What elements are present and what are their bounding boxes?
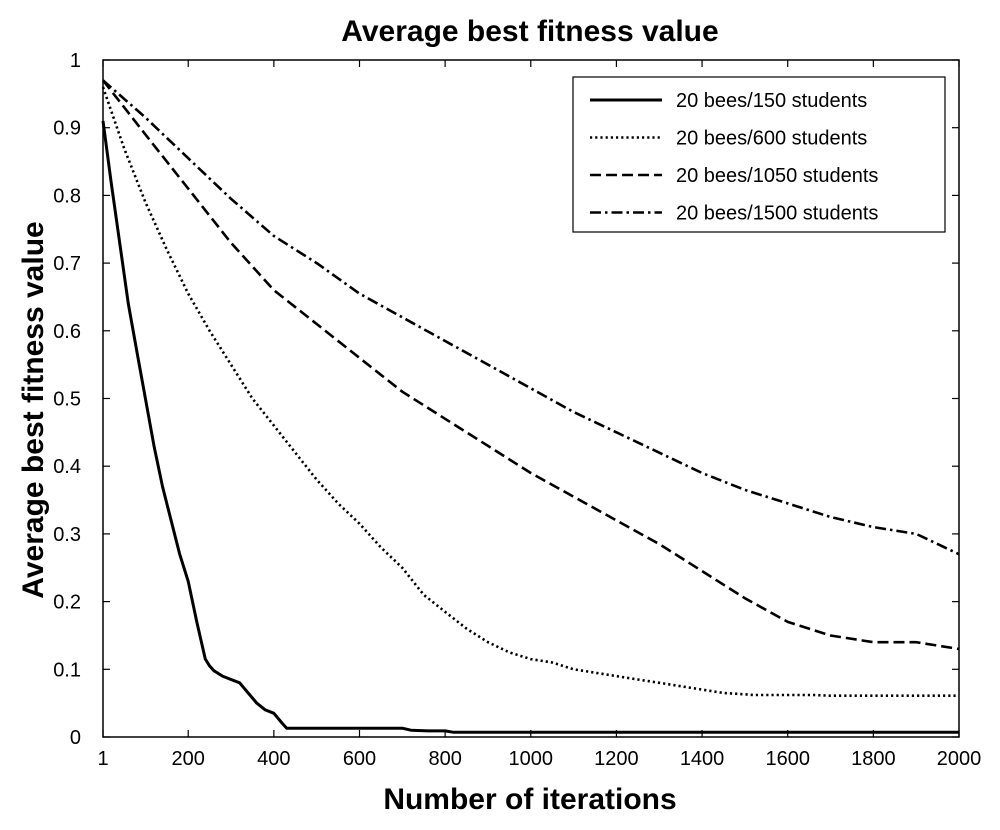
y-tick-label: 1 (70, 50, 81, 72)
y-tick-label: 0.1 (53, 659, 81, 681)
axis-ticks: 1 200 400 600 800 1000 1200 1400 1600 1800 200000.… (53, 50, 981, 770)
x-tick-label: 1800 (851, 748, 896, 770)
x-tick-label: 1 (97, 748, 108, 770)
legend-label: 20 bees/1050 students (676, 165, 878, 187)
y-tick-label: 0.7 (53, 253, 81, 275)
legend: 20 bees/150 students 20 bees/600 students… (572, 76, 946, 233)
x-tick-label: 1600 (765, 748, 810, 770)
series-line-20-bees-600-students (101, 86, 959, 698)
y-tick-label: 0.2 (53, 592, 81, 614)
y-tick-label: 0 (70, 727, 81, 749)
series-line-20-bees-150-students (101, 120, 959, 734)
y-tick-label: 0.6 (53, 321, 81, 343)
chart-title: Average best fitness value (341, 15, 718, 48)
y-tick-label: 0.9 (53, 118, 81, 140)
x-tick-label: 400 (257, 748, 290, 770)
y-tick-label: 0.4 (53, 456, 81, 478)
x-axis-label: Number of iterations (383, 783, 676, 816)
x-tick-label: 600 (343, 748, 376, 770)
x-tick-label: 800 (428, 748, 461, 770)
legend-label: 20 bees/600 students (676, 128, 867, 150)
series-lines (101, 79, 960, 734)
x-tick-label: 1000 (509, 748, 554, 770)
legend-label: 20 bees/1500 students (676, 203, 878, 225)
y-tick-label: 0.8 (53, 185, 81, 207)
y-axis-label: Average best fitness value (17, 221, 50, 598)
legend-label: 20 bees/150 students (676, 90, 867, 112)
series-line-20-bees-1050-students (101, 79, 960, 651)
y-tick-label: 0.3 (53, 524, 81, 546)
legend-box (572, 76, 946, 233)
series-line-20-bees-1500-students (102, 79, 960, 556)
y-tick-label: 0.5 (53, 389, 81, 411)
x-tick-label: 2000 (937, 748, 982, 770)
x-tick-label: 200 (172, 748, 205, 770)
x-tick-label: 1400 (680, 748, 725, 770)
x-tick-label: 1200 (594, 748, 639, 770)
